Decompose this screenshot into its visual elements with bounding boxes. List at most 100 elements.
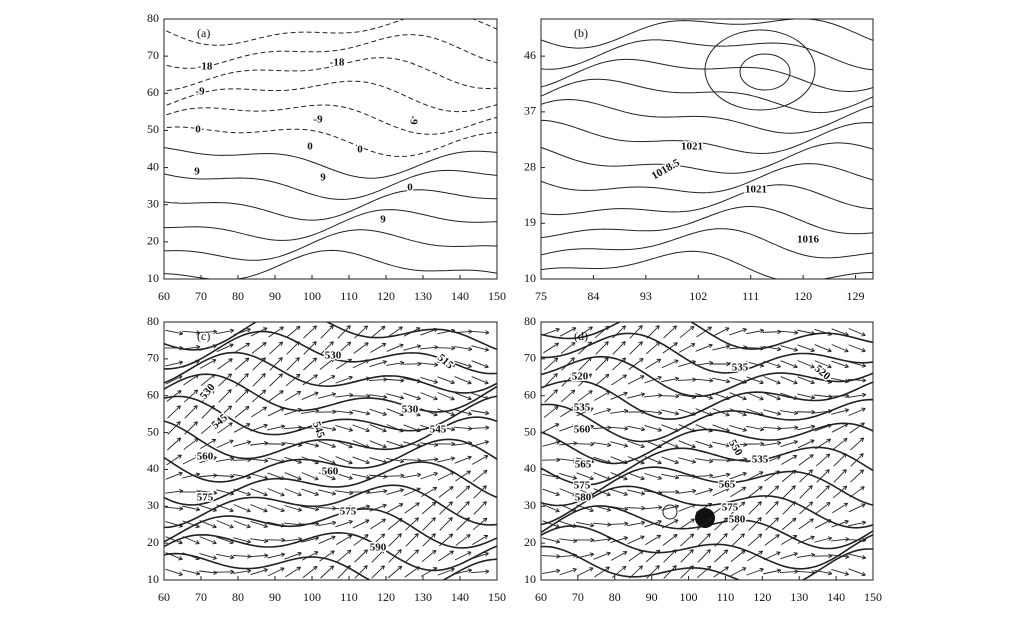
- wind-vector: [388, 566, 402, 578]
- wind-vector: [421, 393, 438, 400]
- wind-vector: [647, 326, 660, 339]
- wind-vector: [285, 489, 302, 496]
- wind-vector: [371, 326, 385, 338]
- wind-vector: [848, 540, 866, 541]
- wind-vector: [253, 374, 266, 387]
- y-tick-label: 28: [524, 159, 536, 173]
- contour-label: 565: [719, 479, 736, 491]
- x-tick-label: 70: [572, 590, 584, 604]
- wind-vector: [302, 552, 318, 561]
- x-tick-label: 60: [158, 289, 170, 303]
- wind-vector: [440, 502, 453, 515]
- wind-vector: [270, 374, 283, 386]
- wind-vector: [185, 422, 198, 435]
- contour-line: [159, 190, 499, 220]
- wind-vector: [816, 502, 830, 513]
- wind-vector: [455, 471, 470, 481]
- wind-vector: [800, 486, 813, 499]
- wind-vector: [594, 392, 610, 401]
- wind-vector: [235, 358, 249, 370]
- wind-vector: [268, 568, 284, 576]
- wind-vector: [200, 521, 217, 528]
- contour-label: -9: [195, 86, 205, 98]
- wind-vector: [355, 550, 368, 562]
- wind-vector: [731, 550, 745, 561]
- wind-vector: [456, 535, 470, 546]
- wind-vector: [749, 518, 762, 531]
- wind-vector: [251, 425, 268, 431]
- contour-label: 530: [198, 381, 218, 402]
- wind-vector: [233, 460, 251, 461]
- wind-vector: [817, 486, 830, 499]
- x-tick-label: 120: [377, 289, 395, 303]
- contour-label: 9: [320, 172, 326, 184]
- y-tick-label: 19: [524, 215, 536, 229]
- wind-vector: [596, 358, 609, 371]
- contour-label: 9: [194, 166, 200, 178]
- wind-vector: [353, 425, 370, 431]
- contour-line: [536, 185, 876, 215]
- wind-vector: [765, 471, 780, 481]
- wind-vector: [679, 505, 696, 512]
- wind-vector: [218, 359, 233, 369]
- wind-vector: [783, 502, 796, 515]
- wind-vector: [389, 534, 402, 547]
- wind-vector: [712, 460, 730, 461]
- wind-vector: [816, 454, 830, 466]
- wind-vector: [543, 424, 559, 432]
- contour-label: -18: [330, 57, 345, 69]
- x-tick-label: 120: [377, 590, 395, 604]
- y-tick-label: 20: [524, 535, 536, 549]
- x-tick-label: 130: [790, 590, 808, 604]
- wind-vector: [749, 502, 762, 515]
- wind-vector: [236, 374, 249, 387]
- wind-vector: [612, 375, 627, 385]
- wind-vector: [730, 568, 746, 576]
- wind-vector: [834, 470, 847, 483]
- contour-line: [536, 251, 876, 281]
- wind-vector: [269, 342, 282, 354]
- wind-vector: [833, 438, 847, 449]
- contour-label: 1021: [745, 184, 767, 196]
- wind-vector: [697, 327, 712, 337]
- x-tick-label: 60: [535, 590, 547, 604]
- wind-vector: [679, 344, 695, 353]
- wind-vector: [783, 486, 796, 499]
- contour-label: 580: [575, 492, 592, 504]
- wind-vector: [302, 392, 319, 399]
- contour-label: 520: [572, 371, 589, 383]
- y-tick-label: 60: [147, 85, 159, 99]
- wind-vector: [798, 537, 815, 544]
- wind-vector: [184, 439, 198, 450]
- wind-vector: [303, 326, 316, 338]
- wind-vector: [338, 566, 351, 579]
- y-tick-label: 60: [524, 387, 536, 401]
- wind-vector: [849, 569, 866, 575]
- wind-vector: [797, 571, 815, 572]
- wind-vector: [647, 566, 660, 579]
- wind-vector: [389, 550, 402, 563]
- wind-vector: [832, 424, 848, 432]
- x-tick-label: 80: [232, 590, 244, 604]
- wind-vector: [747, 569, 764, 575]
- wind-vector: [850, 470, 863, 482]
- x-tick-label: 110: [340, 590, 358, 604]
- contour-label: -18: [198, 61, 213, 73]
- wind-vector: [662, 425, 679, 431]
- contour-line: [536, 40, 876, 70]
- x-tick-label: 111: [742, 289, 759, 303]
- wind-vector: [799, 519, 814, 529]
- contour-line: [159, 170, 499, 199]
- wind-vector: [849, 345, 866, 352]
- contour-label: 575: [722, 502, 739, 514]
- wind-vector: [645, 441, 662, 448]
- wind-vector: [577, 568, 593, 576]
- wind-vector: [219, 390, 232, 403]
- x-tick-label: 140: [827, 590, 845, 604]
- wind-vector: [183, 553, 200, 559]
- wind-vector: [423, 518, 436, 531]
- wind-vector: [268, 505, 285, 511]
- x-tick-label: 120: [753, 590, 771, 604]
